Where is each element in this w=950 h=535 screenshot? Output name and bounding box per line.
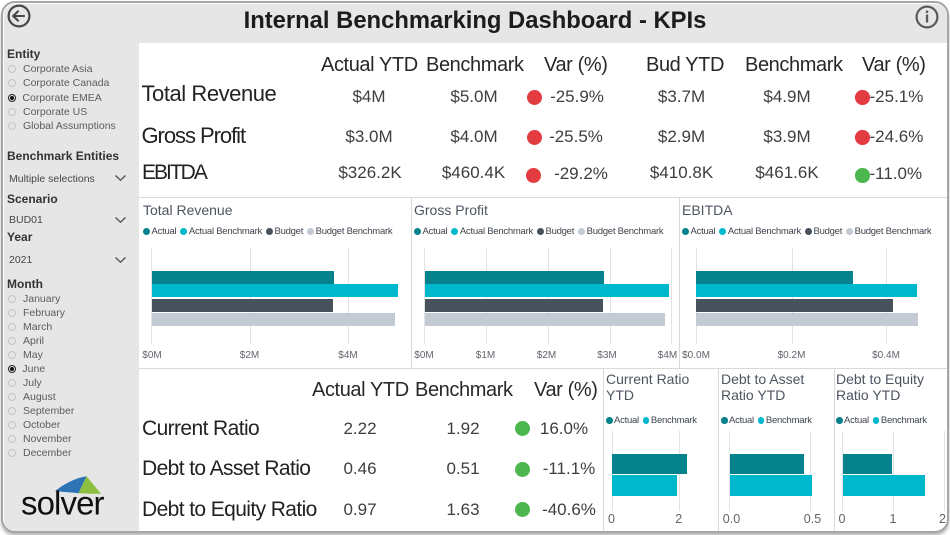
svg-text:solver: solver xyxy=(21,485,105,520)
